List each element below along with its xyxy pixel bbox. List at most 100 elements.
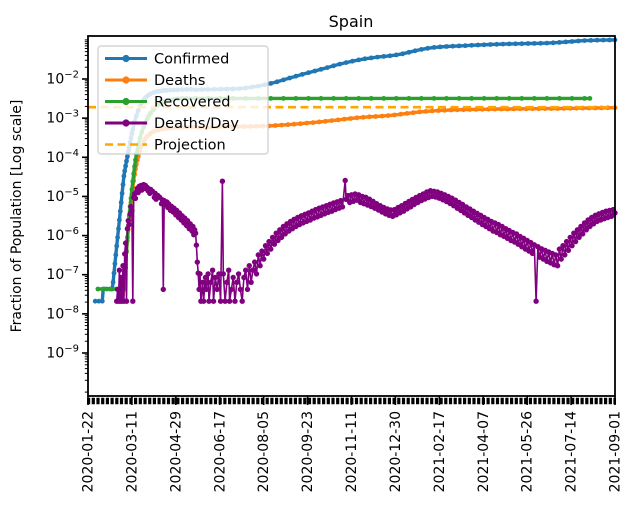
series-confirmed-marker [557,40,562,45]
series-deaths-day-marker [560,243,566,249]
series-deaths-marker [285,122,291,128]
series-confirmed-marker [350,58,355,64]
series-deaths-day-marker [220,271,226,277]
series-recovered-marker [469,96,474,101]
series-recovered-marker [356,96,362,101]
x-tick-label: 2020-08-05 [256,411,272,492]
series-deaths-marker [417,109,422,115]
series-deaths-marker [442,107,448,113]
series-deaths-marker [423,109,429,114]
series-recovered-marker [131,171,137,177]
x-tick-label: 2021-07-14 [564,411,580,492]
series-deaths-day-marker [529,250,536,257]
series-deaths-day-marker [269,234,276,241]
series-deaths-day-marker [132,195,139,202]
series-confirmed-marker [281,77,286,83]
series-deaths-day-marker [569,243,575,249]
series-deaths-day-marker [581,220,588,226]
series-confirmed-marker [575,38,581,44]
series-deaths-day-marker [214,286,220,293]
series-confirmed-marker [118,200,124,205]
series-deaths-day-marker [232,298,238,304]
series-deaths-day-marker [339,204,346,210]
series-confirmed-marker [125,154,130,159]
series-confirmed-marker [550,40,556,46]
series-confirmed-marker [400,51,405,57]
legend: Confirmed Deaths Recovered Deaths/Day Projec… [97,45,269,155]
series-deaths-day-marker [576,234,582,241]
series-recovered-marker [557,96,562,101]
series-deaths-day-marker [578,223,584,230]
series-deaths-day-marker [248,279,254,285]
series-deaths-marker [429,108,435,114]
series-deaths-marker [329,118,335,123]
series-confirmed-marker [419,47,424,52]
series-deaths-day-marker [193,242,200,248]
series-confirmed-marker [393,52,399,58]
series-deaths-marker [410,110,416,116]
legend-box [97,45,269,155]
series-recovered-marker [531,96,537,101]
series-recovered-marker [133,157,138,163]
series-recovered-marker [331,96,336,101]
series-deaths-day-marker [129,208,135,214]
series-confirmed-marker [124,158,129,164]
series-deaths-marker [379,113,385,119]
series-recovered-marker [318,96,324,101]
series-deaths-marker [367,114,372,120]
y-tick-label: 10−4 [46,148,79,166]
series-deaths-day-marker [261,256,267,262]
series-confirmed-marker [92,298,98,304]
series-confirmed-marker [368,55,374,61]
series-deaths-day-marker [271,241,278,247]
series-deaths-day-marker [200,298,207,304]
series-deaths-marker [436,108,441,113]
series-deaths-day-marker [210,298,217,304]
series-confirmed-marker [481,42,487,48]
series-confirmed-marker [343,60,349,65]
series-recovered-marker [343,96,349,101]
series-deaths-day-marker [124,226,131,232]
series-deaths-day-marker [553,252,559,258]
series-recovered-marker [582,96,587,101]
series-confirmed-marker [488,42,493,47]
series-deaths-marker [392,112,397,118]
series-recovered-marker [519,96,525,101]
series-confirmed-marker [462,43,468,49]
series-deaths-marker [323,118,328,124]
x-tick-label: 2020-12-30 [388,411,404,492]
series-deaths-day-marker [114,286,121,293]
series-deaths-day-marker [253,271,260,277]
legend-sample-marker-recovered [122,97,130,106]
series-deaths-day-marker [562,252,568,258]
y-tick-label: 10−3 [46,109,79,127]
series-confirmed-marker [318,66,324,72]
series-deaths-marker [448,107,454,113]
series-deaths-marker [385,113,391,118]
series-deaths-marker [404,111,410,116]
series-deaths-day-marker [255,252,261,258]
series-deaths-day-marker [228,286,235,293]
series-deaths-day-marker [126,221,132,228]
legend-entry-deaths: Deaths [105,73,205,89]
series-confirmed-marker [544,40,550,46]
series-deaths-day-marker [123,298,130,304]
series-deaths-day-marker [565,247,572,253]
series-deaths-day-marker [209,267,216,273]
series-confirmed-marker [569,39,575,44]
series-deaths-day-marker [208,279,214,285]
series-confirmed-marker [506,41,512,47]
series-confirmed-marker [117,208,123,214]
series-deaths-day-marker [583,227,589,233]
series-deaths-day-marker [120,263,126,269]
series-confirmed-marker [116,226,121,232]
legend-sample-marker-confirmed [122,54,130,63]
series-deaths-day-marker [556,246,563,252]
series-deaths-day-marker [205,271,211,277]
series-deaths-day-marker [235,271,242,277]
series-confirmed-marker [121,173,127,179]
series-confirmed-marker [607,37,612,43]
series-confirmed-marker [406,49,412,55]
series-confirmed-marker [531,41,537,46]
series-deaths-day-marker [572,238,579,245]
